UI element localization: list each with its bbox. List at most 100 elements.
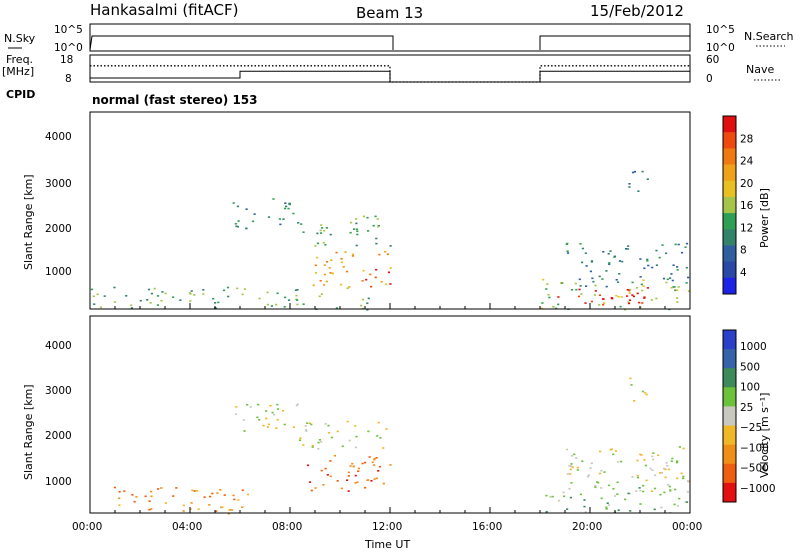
power-colorbar-tick: 8	[740, 245, 747, 257]
velocity-cell	[355, 435, 358, 438]
power-cell	[235, 225, 238, 228]
velocity-cell	[209, 495, 212, 498]
power-cell	[574, 282, 577, 285]
power-cell	[328, 267, 331, 269]
freq-label-2: [MHz]	[2, 65, 34, 78]
power-cell	[160, 299, 163, 302]
power-cell	[566, 242, 569, 245]
velocity-cell	[639, 453, 642, 456]
power-cell	[647, 264, 650, 267]
velocity-cell	[663, 491, 666, 494]
power-cell	[146, 299, 149, 301]
power-colorbar-tick: 28	[740, 133, 753, 145]
power-cell	[222, 289, 226, 292]
power-cell	[320, 293, 323, 295]
velocity-colorbar-tick: −100	[740, 442, 769, 454]
power-cell	[323, 284, 326, 286]
velocity-cell	[603, 471, 606, 473]
velocity-cell	[630, 384, 633, 386]
velocity-cell	[354, 482, 357, 484]
power-cell	[687, 290, 690, 292]
velocity-cell	[596, 481, 599, 483]
velocity-cell	[612, 453, 615, 456]
velocity-cell	[375, 477, 378, 480]
power-cell	[643, 296, 646, 298]
velocity-cell	[135, 496, 138, 498]
power-cell	[179, 299, 182, 301]
xtick-0: 00:00	[72, 521, 102, 533]
power-cell	[351, 255, 354, 257]
power-cell	[319, 229, 322, 232]
power-cell	[389, 283, 392, 285]
velocity-cell	[654, 474, 657, 477]
power-cell	[323, 273, 326, 276]
velocity-cell	[568, 465, 571, 467]
velocity-cell	[645, 479, 648, 482]
power-cell	[608, 263, 611, 265]
power-cell	[360, 304, 363, 307]
velocity-cell	[545, 494, 548, 497]
power-cell	[570, 289, 574, 291]
power-cell	[618, 260, 621, 262]
velocity-cell	[612, 488, 615, 490]
power-cell	[625, 248, 628, 250]
velocity-cell	[659, 493, 662, 496]
velocity-cell	[317, 448, 320, 450]
power-cell	[579, 243, 582, 245]
velocity-colorbar-swatch	[723, 406, 736, 426]
velocity-cell	[368, 456, 371, 458]
power-cell	[685, 282, 688, 284]
velocity-cell	[157, 488, 160, 490]
power-cell	[548, 296, 551, 299]
power-cell	[285, 205, 288, 208]
power-cell	[374, 215, 377, 218]
velocity-cell	[389, 464, 392, 466]
power-cell	[380, 280, 383, 283]
power-cell	[677, 243, 680, 246]
velocity-cell	[275, 427, 278, 429]
power-cell	[631, 294, 634, 296]
velocity-cell	[576, 466, 579, 469]
velocity-cell	[227, 512, 230, 515]
velocity-cell	[258, 418, 261, 421]
power-cell	[646, 260, 649, 262]
power-cell	[611, 297, 614, 300]
power-cell	[641, 302, 644, 304]
velocity-cell	[664, 476, 667, 479]
power-cell	[626, 289, 629, 291]
power-cell	[369, 273, 372, 276]
power-cell	[236, 205, 239, 208]
velocity-cell	[600, 487, 603, 489]
power-cell	[670, 273, 673, 275]
power-cell	[685, 266, 688, 269]
velocity-cell	[144, 495, 147, 498]
sky-right-tick-bottom: 10^0	[706, 42, 735, 54]
power-cell	[552, 306, 555, 308]
velocity-cell	[182, 510, 185, 512]
velocity-cell	[320, 441, 323, 443]
power-cell	[639, 276, 642, 278]
power-cell	[591, 277, 594, 280]
velocity-cell	[308, 422, 311, 424]
velocity-cell	[658, 472, 662, 474]
velocity-cell	[563, 495, 566, 498]
power-cell	[344, 251, 347, 253]
velocity-colorbar-tick: 500	[740, 361, 760, 373]
power-cell	[172, 296, 175, 298]
freq-tick-bottom: 8	[65, 73, 72, 85]
power-cell	[680, 251, 684, 254]
power-cell	[627, 301, 630, 303]
power-cell	[592, 280, 595, 283]
power-cell	[639, 258, 642, 260]
velocity-colorbar-tick: −500	[740, 463, 769, 475]
sky-left-tick-top: 10^5	[54, 24, 83, 36]
velocity-cell	[576, 469, 579, 471]
power-cell	[687, 276, 690, 279]
velocity-cell	[678, 497, 681, 500]
power-cell	[227, 295, 230, 298]
power-cell	[631, 171, 635, 174]
freq-panel: Freq. [MHz] 18 8 60 0 Nave	[2, 53, 782, 85]
power-cell	[566, 250, 569, 252]
power-cell	[164, 292, 167, 295]
power-cell	[602, 303, 605, 306]
